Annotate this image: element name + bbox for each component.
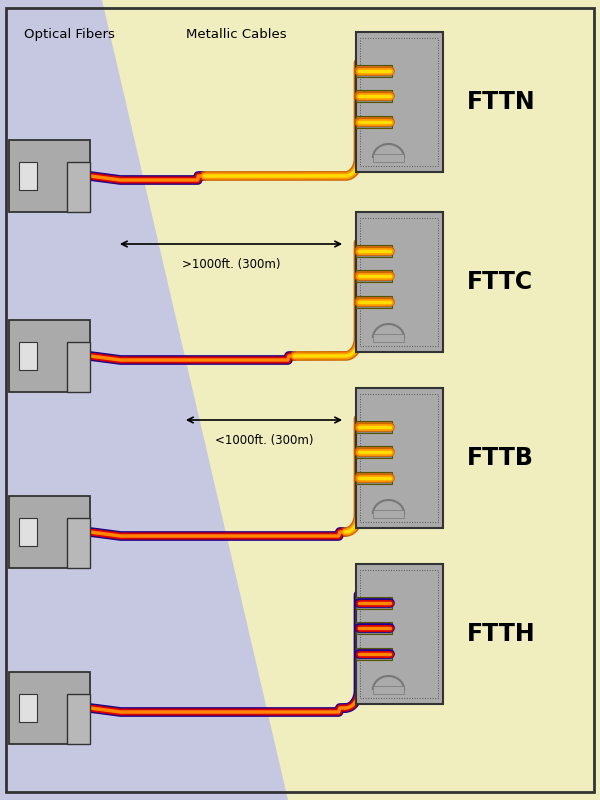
Bar bbox=[67, 694, 90, 744]
Polygon shape bbox=[0, 0, 288, 800]
Text: >1000ft. (300m): >1000ft. (300m) bbox=[182, 258, 280, 271]
Bar bbox=[19, 162, 37, 190]
Bar bbox=[355, 296, 392, 307]
Bar bbox=[373, 510, 404, 518]
Bar bbox=[67, 342, 90, 392]
Bar bbox=[355, 212, 443, 352]
Text: FTTB: FTTB bbox=[467, 446, 533, 470]
Text: Optical Fibers: Optical Fibers bbox=[24, 28, 115, 41]
Text: FTTN: FTTN bbox=[467, 90, 535, 114]
Bar bbox=[9, 140, 90, 212]
Bar bbox=[360, 570, 439, 698]
Bar bbox=[19, 694, 37, 722]
Bar bbox=[355, 270, 392, 282]
Bar bbox=[355, 472, 392, 483]
Bar bbox=[373, 686, 404, 694]
Bar bbox=[355, 388, 443, 528]
Text: FTTC: FTTC bbox=[467, 270, 533, 294]
Bar bbox=[355, 598, 392, 609]
Bar bbox=[355, 116, 392, 127]
Text: Metallic Cables: Metallic Cables bbox=[186, 28, 287, 41]
Text: <1000ft. (300m): <1000ft. (300m) bbox=[215, 434, 313, 447]
Bar bbox=[19, 342, 37, 370]
Text: FTTH: FTTH bbox=[467, 622, 535, 646]
Bar bbox=[373, 334, 404, 342]
Bar bbox=[360, 38, 439, 166]
Bar bbox=[67, 518, 90, 568]
Bar bbox=[360, 218, 439, 346]
Bar bbox=[355, 648, 392, 659]
Bar bbox=[355, 446, 392, 458]
Bar bbox=[355, 564, 443, 704]
Bar bbox=[9, 496, 90, 568]
Bar bbox=[355, 622, 392, 634]
Bar bbox=[355, 32, 443, 172]
Bar bbox=[9, 320, 90, 392]
Bar bbox=[355, 246, 392, 257]
Bar bbox=[67, 162, 90, 212]
Bar bbox=[355, 90, 392, 102]
Bar bbox=[355, 66, 392, 77]
Bar bbox=[355, 422, 392, 433]
Bar bbox=[360, 394, 439, 522]
Bar bbox=[19, 518, 37, 546]
Bar bbox=[9, 672, 90, 744]
Bar bbox=[373, 154, 404, 162]
